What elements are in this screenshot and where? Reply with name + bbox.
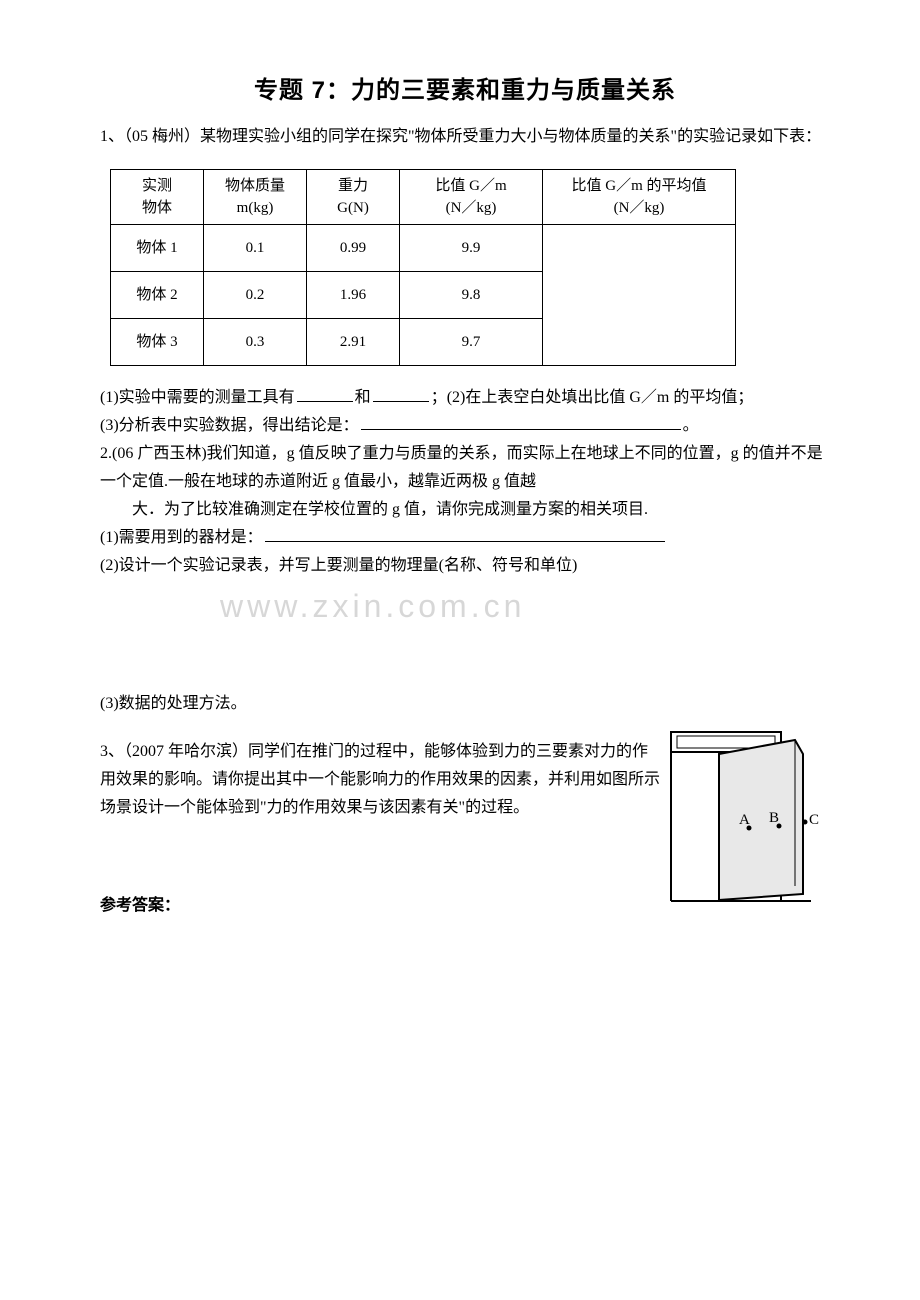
fill-blank — [373, 401, 429, 402]
table-row: 物体 1 0.1 0.99 9.9 — [111, 225, 736, 272]
page-title: 专题 7：力的三要素和重力与质量关系 — [100, 70, 830, 105]
q1-intro: 1、（05 梅州）某物理实验小组的同学在探究"物体所受重力大小与物体质量的关系"… — [100, 123, 830, 151]
fill-blank — [297, 401, 353, 402]
q3-row: 3、（2007 年哈尔滨）同学们在推门的过程中，能够体验到力的三要素对力的作用效… — [100, 738, 830, 822]
th-mass: 物体质量m(kg) — [225, 178, 285, 216]
avg-cell-blank — [543, 225, 736, 366]
door-label-b: B — [769, 810, 779, 826]
th-gravity: 重力G(N) — [337, 178, 369, 216]
q2-sub1: (1)需要用到的器材是： — [100, 524, 830, 552]
door-figure-icon: A B C — [665, 726, 820, 911]
document-page: www.zxin.com.cn 专题 7：力的三要素和重力与质量关系 1、（05… — [0, 0, 920, 960]
fill-blank — [361, 429, 681, 430]
vertical-space — [100, 580, 830, 690]
q2-indent-line: 大．为了比较准确测定在学校位置的 g 值，请你完成测量方案的相关项目. — [100, 496, 830, 524]
q2-sub2: (2)设计一个实验记录表，并写上要测量的物理量(名称、符号和单位) — [100, 552, 830, 580]
door-label-a: A — [739, 812, 750, 828]
q1-sub1: (1)实验中需要的测量工具有和；(2)在上表空白处填出比值 G／m 的平均值； — [100, 384, 830, 412]
th-object: 实测物体 — [142, 178, 172, 216]
q2-sub3: (3)数据的处理方法。 — [100, 690, 830, 718]
q1-sub3: (3)分析表中实验数据，得出结论是：。 — [100, 412, 830, 440]
th-avg: 比值 G／m 的平均值(N／kg) — [571, 178, 706, 216]
table-header-row: 实测物体 物体质量m(kg) 重力G(N) 比值 G／m(N／kg) 比值 G／… — [111, 170, 736, 225]
door-label-c: C — [809, 812, 819, 828]
th-ratio: 比值 G／m(N／kg) — [435, 178, 506, 216]
fill-blank — [265, 541, 665, 542]
q2-intro: 2.(06 广西玉林)我们知道，g 值反映了重力与质量的关系，而实际上在地球上不… — [100, 440, 830, 496]
data-table: 实测物体 物体质量m(kg) 重力G(N) 比值 G／m(N／kg) 比值 G／… — [110, 169, 830, 366]
